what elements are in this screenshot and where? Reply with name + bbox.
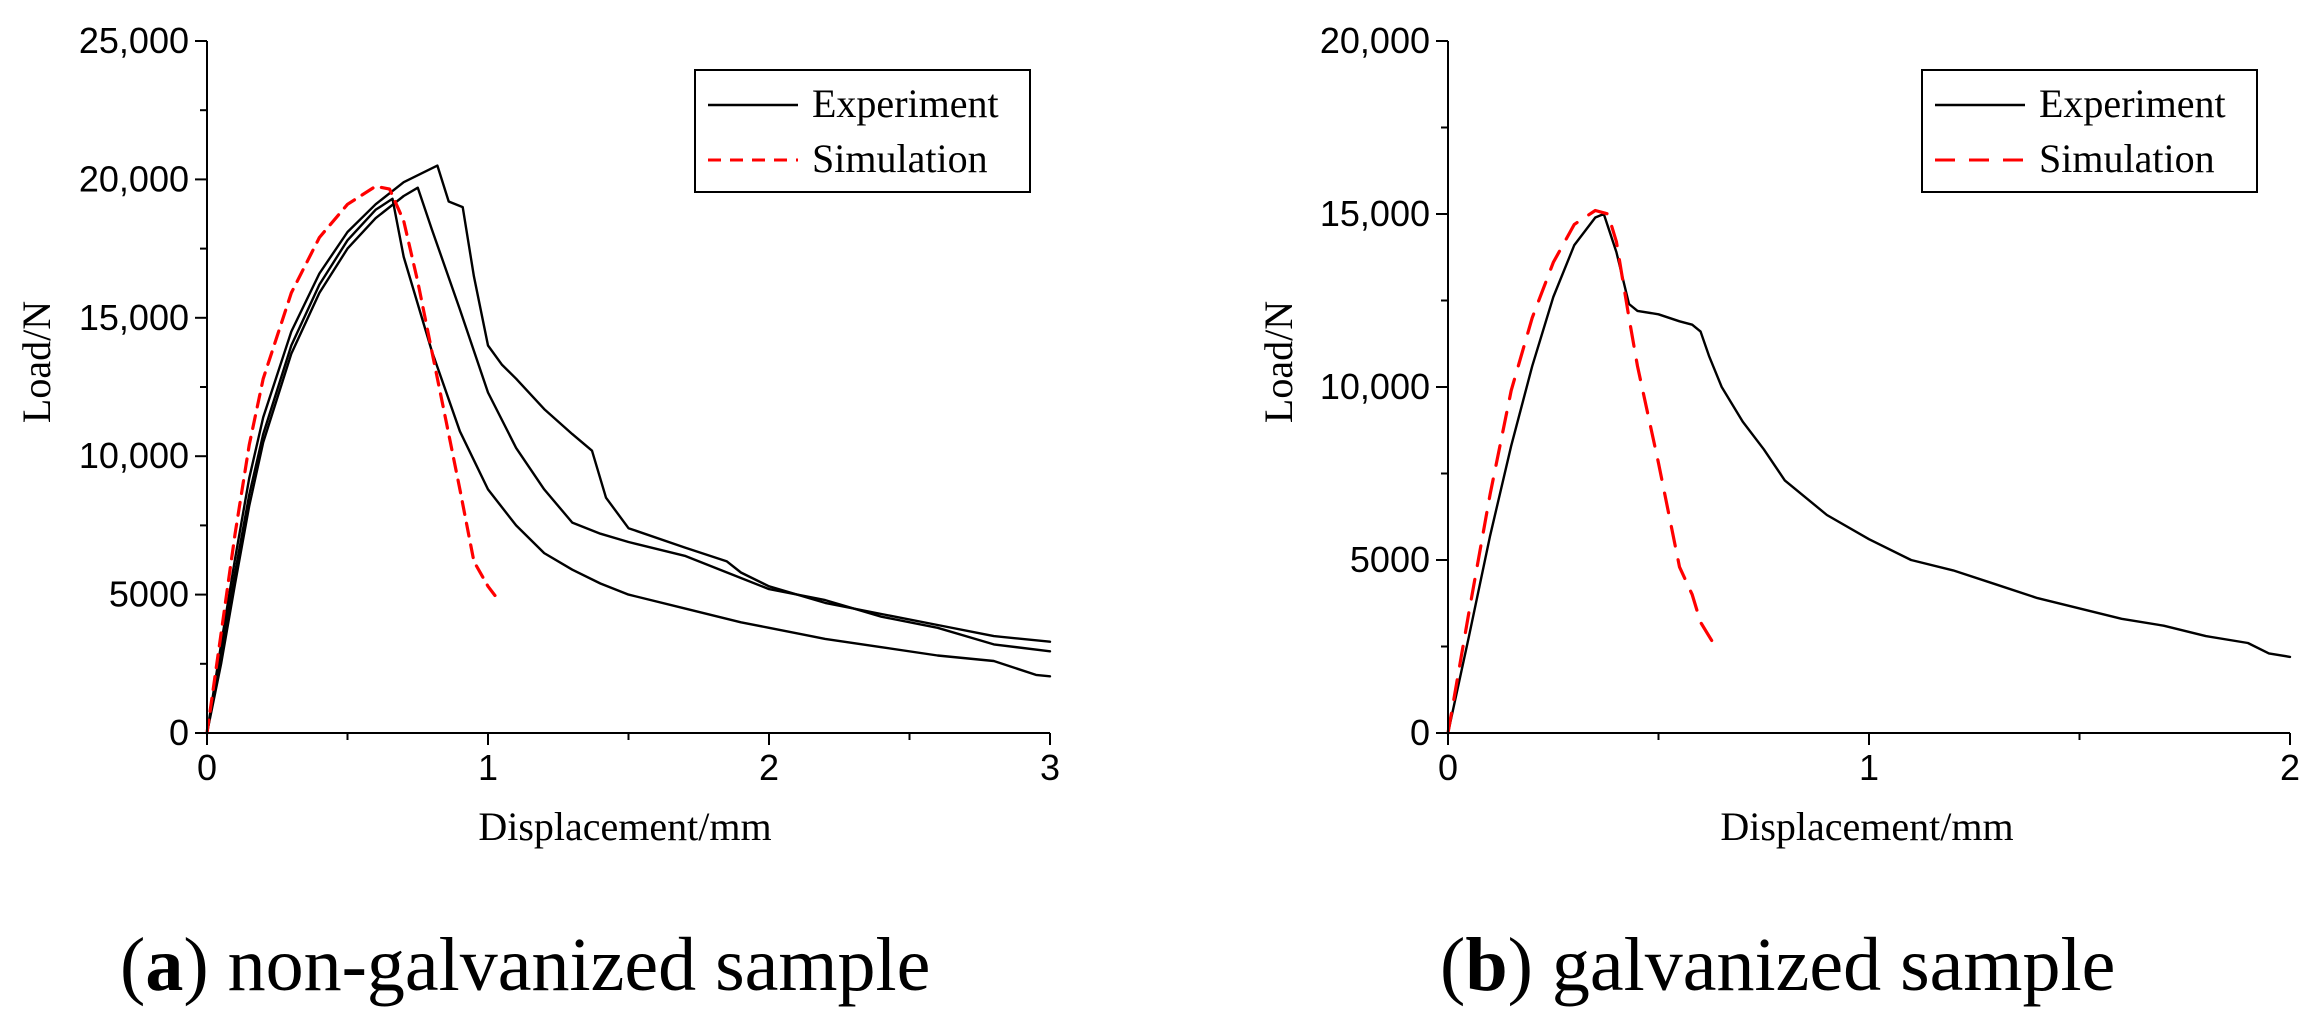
x-tick-label-b-2: 2 [2280, 747, 2300, 788]
y-tick-label-b-2: 10,000 [1320, 366, 1430, 407]
series-line-experiment-a-3 [205, 164, 1052, 735]
caption-b: (b) galvanized sample [1440, 923, 2115, 1007]
x-tick-label-a-1: 1 [478, 747, 498, 788]
legend-b: Experiment Simulation [1921, 69, 2258, 193]
x-tick-label-a-3: 3 [1040, 747, 1060, 788]
series-line-experiment-b-1 [1446, 212, 2292, 735]
legend-box-a [694, 69, 1031, 193]
y-tick-label-a-1: 5000 [109, 574, 189, 615]
caption-text-b: galvanized sample [1552, 923, 2115, 1007]
y-tick-label-b-3: 15,000 [1320, 193, 1430, 234]
y-tick-label-b-1: 5000 [1350, 539, 1430, 580]
x-tick-label-a-2: 2 [759, 747, 779, 788]
legend-label-experiment-a: Experiment [812, 81, 999, 126]
caption-letter-b: b [1465, 923, 1507, 1007]
series-line-simulation-b-2 [1446, 208, 1715, 735]
y-tick-label-b-4: 20,000 [1320, 20, 1430, 61]
series-line-experiment-a-1 [205, 197, 1052, 735]
y-tick-label-a-0: 0 [169, 712, 189, 753]
x-axis-label-a: Displacement/mm [478, 804, 771, 849]
caption-letter-a: a [145, 923, 183, 1007]
legend-label-experiment-b: Experiment [2039, 81, 2226, 126]
plot-area-a: 0 1 2 3 0 5000 10,000 15,000 20,000 25,000 [79, 20, 1060, 788]
x-tick-label-b-0: 0 [1438, 747, 1458, 788]
y-axis-label-a: Load/N [14, 301, 59, 423]
y-tick-label-a-4: 20,000 [79, 158, 189, 199]
series-line-experiment-a-2 [205, 186, 1052, 735]
x-tick-label-a-0: 0 [197, 747, 217, 788]
caption-text-a: non-galvanized sample [228, 923, 931, 1007]
chart-panel-b: 0 1 2 0 5000 10,000 15,000 20,000 Displacement/… [1256, 20, 2300, 1007]
caption-a: (a) non-galvanized sample [120, 923, 930, 1007]
plot-area-b: 0 1 2 0 5000 10,000 15,000 20,000 [1320, 20, 2300, 788]
y-tick-label-a-3: 15,000 [79, 297, 189, 338]
chart-panel-a: 0 1 2 3 0 5000 10,000 15,000 20,000 25,000 Displa… [14, 20, 1060, 1007]
series-line-simulation-a-4 [205, 184, 498, 735]
legend-label-simulation-b: Simulation [2039, 136, 2215, 181]
y-axis-label-b: Load/N [1256, 301, 1301, 423]
legend-box-b [1921, 69, 2258, 193]
legend-a: Experiment Simulation [694, 69, 1031, 193]
x-tick-label-b-1: 1 [1859, 747, 1879, 788]
y-tick-label-a-5: 25,000 [79, 20, 189, 61]
legend-label-simulation-a: Simulation [812, 136, 988, 181]
y-tick-label-b-0: 0 [1410, 712, 1430, 753]
y-tick-label-a-2: 10,000 [79, 435, 189, 476]
x-axis-label-b: Displacement/mm [1720, 804, 2013, 849]
